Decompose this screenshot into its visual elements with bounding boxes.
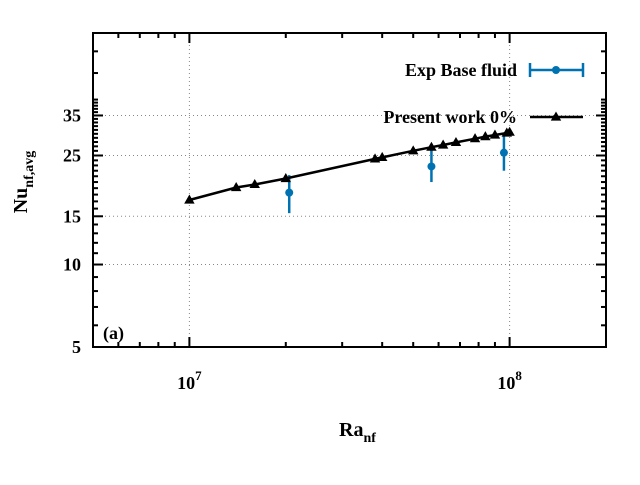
data-point-triangle: [249, 178, 260, 189]
plot-frame: [92, 32, 607, 348]
x-tick-label: 107: [177, 368, 202, 393]
data-point-triangle: [376, 151, 388, 162]
legend-swatch-marker: [552, 66, 560, 74]
data-point-triangle: [184, 194, 195, 204]
legend-label: Exp Base fluid: [405, 60, 517, 80]
legend-label: Present work 0%: [383, 107, 517, 127]
y-tick-label: 15: [63, 206, 81, 226]
y-tick-label: 25: [63, 146, 81, 166]
data-point-triangle: [426, 141, 437, 151]
panel-label: (a): [103, 323, 124, 344]
y-tick-label: 35: [63, 105, 81, 125]
data-point-triangle: [437, 139, 449, 149]
data-point-circle: [499, 148, 508, 157]
x-tick-label: 108: [497, 368, 522, 393]
data-point-triangle: [407, 145, 419, 155]
data-point-triangle: [450, 136, 462, 147]
y-tick-label: 5: [72, 337, 81, 357]
x-axis-label: Ranf: [339, 419, 376, 446]
data-point-triangle: [230, 182, 242, 192]
data-point-triangle: [469, 133, 481, 143]
data-point-triangle: [504, 126, 515, 136]
data-point-circle: [427, 162, 436, 171]
y-axis-label: Nunf,avg: [10, 151, 37, 214]
y-tick-label: 10: [63, 255, 81, 275]
data-point-triangle: [280, 173, 292, 183]
data-point-circle: [285, 188, 294, 197]
data-point-triangle: [480, 131, 491, 141]
legend-swatch-marker: [550, 111, 562, 121]
data-point-triangle: [489, 129, 501, 139]
